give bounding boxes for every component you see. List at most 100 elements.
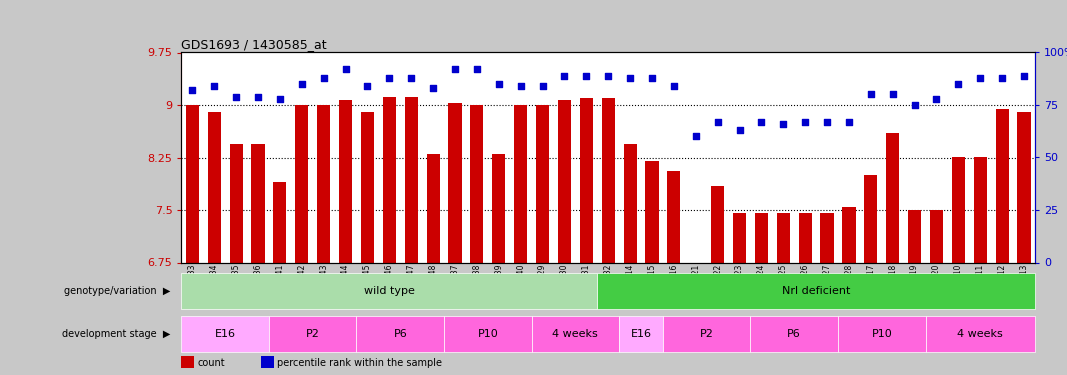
Point [271, 96, 288, 102]
Point [206, 83, 223, 89]
Bar [750, 316, 838, 352]
Bar [514, 105, 527, 262]
Text: 4 weeks: 4 weeks [553, 329, 599, 339]
Bar [181, 356, 194, 368]
Point [600, 73, 617, 79]
Point [425, 85, 442, 91]
Text: development stage  ▶: development stage ▶ [62, 329, 171, 339]
Text: percentile rank within the sample: percentile rank within the sample [277, 358, 443, 368]
Bar [361, 112, 375, 262]
Bar [317, 105, 330, 262]
Bar [181, 316, 269, 352]
Bar [925, 316, 1035, 352]
Point [1016, 73, 1033, 79]
Point [928, 96, 945, 102]
Bar [1018, 112, 1031, 262]
Point [775, 121, 792, 127]
Text: GDS1693 / 1430585_at: GDS1693 / 1430585_at [181, 38, 327, 51]
Bar [598, 273, 1035, 309]
Bar [838, 316, 925, 352]
Point [906, 102, 923, 108]
Point [993, 75, 1010, 81]
Point [577, 73, 594, 79]
Bar [754, 213, 768, 262]
Bar [777, 213, 790, 262]
Bar [448, 103, 462, 262]
Point [468, 66, 485, 72]
Point [315, 75, 332, 81]
Bar [864, 175, 877, 262]
Bar [974, 158, 987, 262]
Point [818, 119, 835, 125]
Point [797, 119, 814, 125]
Point [534, 83, 551, 89]
Bar [252, 144, 265, 262]
Point [381, 75, 398, 81]
Bar [536, 105, 550, 262]
Point [490, 81, 507, 87]
Point [753, 119, 770, 125]
Text: count: count [197, 358, 225, 368]
Point [643, 75, 660, 81]
Bar [208, 112, 221, 262]
Text: E16: E16 [214, 329, 236, 339]
Bar [229, 144, 242, 262]
Bar [356, 316, 444, 352]
Point [972, 75, 989, 81]
Text: 4 weeks: 4 weeks [957, 329, 1003, 339]
Point [885, 92, 902, 98]
Text: P2: P2 [700, 329, 714, 339]
Point [710, 119, 727, 125]
Text: P6: P6 [787, 329, 801, 339]
Point [731, 127, 748, 133]
Point [512, 83, 529, 89]
Bar [261, 356, 274, 368]
Bar [663, 316, 750, 352]
Bar [492, 154, 506, 262]
Bar [711, 186, 724, 262]
Bar [383, 97, 396, 262]
Text: Nrl deficient: Nrl deficient [782, 286, 850, 296]
Bar [887, 133, 899, 262]
Point [556, 73, 573, 79]
Bar [269, 316, 356, 352]
Point [950, 81, 967, 87]
Bar [273, 182, 286, 262]
Bar [339, 100, 352, 262]
Bar [471, 105, 483, 262]
Bar [646, 161, 658, 262]
Point [402, 75, 419, 81]
Text: P2: P2 [306, 329, 320, 339]
Point [359, 83, 376, 89]
Point [622, 75, 639, 81]
Bar [181, 273, 598, 309]
Bar [619, 316, 663, 352]
Text: wild type: wild type [364, 286, 415, 296]
Bar [623, 144, 637, 262]
Bar [842, 207, 856, 262]
Point [227, 94, 244, 100]
Bar [558, 100, 571, 262]
Point [862, 92, 879, 98]
Bar [667, 171, 681, 262]
Point [687, 134, 704, 140]
Point [666, 83, 683, 89]
Bar [531, 316, 619, 352]
Point [293, 81, 310, 87]
Point [250, 94, 267, 100]
Bar [952, 158, 965, 262]
Point [184, 87, 201, 93]
Point [337, 66, 354, 72]
Bar [908, 210, 921, 262]
Bar [296, 105, 308, 262]
Bar [821, 213, 833, 262]
Text: E16: E16 [631, 329, 652, 339]
Bar [444, 316, 531, 352]
Bar [689, 262, 702, 266]
Bar [404, 97, 418, 262]
Text: P10: P10 [872, 329, 892, 339]
Bar [186, 105, 198, 262]
Bar [579, 98, 593, 262]
Bar [996, 108, 1008, 262]
Bar [733, 213, 746, 262]
